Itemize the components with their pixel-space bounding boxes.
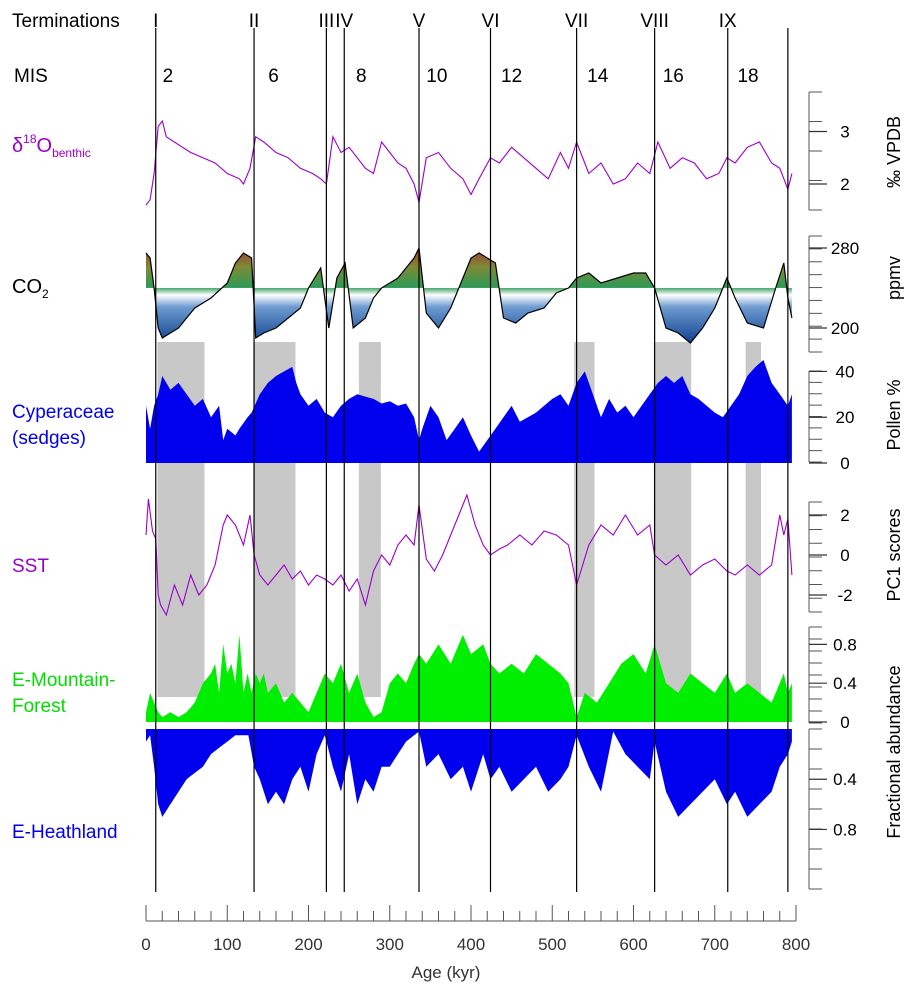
sst-tick-label-2: -2 <box>837 586 852 605</box>
mis-label-4: 12 <box>501 66 522 87</box>
d18o-line <box>145 119 793 206</box>
cyperaceae-label-line2: (sedges) <box>12 428 86 449</box>
x-tick-label-0: 0 <box>141 935 150 954</box>
x-tick-label-100: 100 <box>213 935 241 954</box>
series-fills <box>146 248 792 817</box>
x-tick-label-600: 600 <box>619 935 647 954</box>
mis-label-6: 16 <box>663 66 684 87</box>
sst-tick-label-0: 2 <box>840 506 849 525</box>
termination-label-6: VII <box>565 11 588 32</box>
d18o-tick-label-1: 3 <box>840 123 849 142</box>
heathland-label: E-Heathland <box>12 822 118 843</box>
sst-label: SST <box>12 556 49 577</box>
mis-label-7: 18 <box>737 66 758 87</box>
x-tick-label-400: 400 <box>457 935 485 954</box>
sst-tick-label-1: 0 <box>840 546 849 565</box>
termination-label-0: I <box>153 11 158 32</box>
grey-band-2 <box>358 342 381 697</box>
d18o-tick-label-0: 2 <box>840 175 849 194</box>
unit-pc1: PC1 scores <box>884 508 904 601</box>
mountain_forest-tick-label-1: 0.4 <box>833 674 857 693</box>
co2-label: CO2 <box>12 276 49 301</box>
unit-co2: ppmv <box>884 256 904 300</box>
cyperaceae-tick-label-0: 40 <box>836 362 855 381</box>
d18o-label: δ18Obenthic <box>12 132 91 160</box>
x-tick-label-500: 500 <box>538 935 566 954</box>
series-lines <box>145 119 793 617</box>
unit-fractional-abundance: Fractional abundance <box>884 665 904 838</box>
mountain_forest-area <box>146 634 792 722</box>
co2-tick-label-1: 200 <box>831 319 859 338</box>
x-tick-label-300: 300 <box>376 935 404 954</box>
termination-label-5: VI <box>482 11 500 32</box>
terminations-title: Terminations <box>12 11 120 32</box>
unit-pollen: Pollen % <box>884 379 904 450</box>
termination-label-4: V <box>413 11 426 32</box>
termination-label-7: VIII <box>640 11 669 32</box>
termination-label-2: III <box>318 11 334 32</box>
mountain_forest-tick-label-0: 0.8 <box>833 635 857 654</box>
termination-label-8: IX <box>719 11 737 32</box>
termination-label-3: IV <box>335 11 353 32</box>
mis-label-5: 14 <box>587 66 609 87</box>
mountain-forest-label-line1: E-Mountain- <box>12 670 116 691</box>
co2-tick-label-0: 280 <box>831 239 859 258</box>
heathland-tick-label-1: 0.8 <box>833 820 857 839</box>
co2-area <box>146 248 792 343</box>
cyperaceae-tick-label-1: 20 <box>836 408 855 427</box>
termination-lines: I II III IV V VI VII VIII IX2 6 8 10 12 14 16 18 <box>153 11 789 892</box>
x-tick-label-800: 800 <box>782 935 810 954</box>
sst-line <box>145 493 793 617</box>
x-tick-label-200: 200 <box>294 935 322 954</box>
heathland-tick-label-0: 0.4 <box>833 770 857 789</box>
cyperaceae-label-line1: Cyperaceae <box>12 402 114 423</box>
unit-d18o: ‰ VPDB <box>884 116 904 188</box>
co2-line <box>145 245 793 344</box>
termination-label-1: II <box>249 11 260 32</box>
x-axis-title: Age (kyr) <box>412 963 481 982</box>
cyperaceae-area <box>146 360 792 463</box>
mis-title: MIS <box>14 66 48 87</box>
x-tick-label-700: 700 <box>701 935 729 954</box>
mountain_forest-tick-label-2: 0 <box>840 713 849 732</box>
mis-label-0: 2 <box>163 66 174 87</box>
mis-label-1: 6 <box>268 66 279 87</box>
mis-label-2: 8 <box>356 66 367 87</box>
mis-label-3: 10 <box>426 66 447 87</box>
mountain-forest-label-line2: Forest <box>12 696 67 717</box>
heathland-area <box>146 729 792 817</box>
cyperaceae-tick-label-2: 0 <box>840 454 849 473</box>
